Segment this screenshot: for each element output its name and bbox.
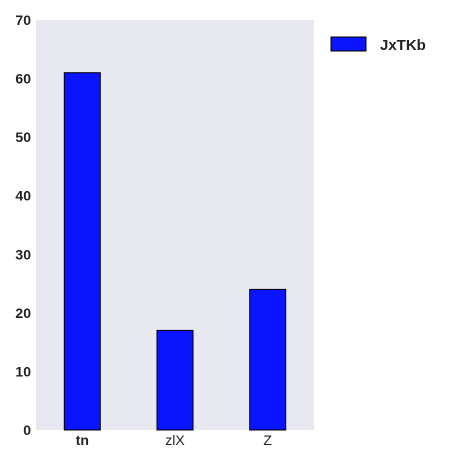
x-tick-label: Z xyxy=(263,432,272,448)
y-tick-label: 30 xyxy=(15,246,31,262)
x-axis-ticks: tn zlX Z xyxy=(76,432,273,448)
legend-swatch xyxy=(330,36,367,52)
y-axis-ticks: 0 10 20 30 40 50 60 70 xyxy=(15,12,31,438)
bar-tn xyxy=(63,72,101,431)
y-tick-label: 60 xyxy=(15,71,31,87)
y-tick-label: 50 xyxy=(15,129,31,145)
y-tick-label: 70 xyxy=(15,12,31,28)
y-tick-label: 20 xyxy=(15,305,31,321)
y-tick-label: 40 xyxy=(15,188,31,204)
y-tick-label: 0 xyxy=(23,422,31,438)
bar-zlX xyxy=(156,329,194,431)
legend-label: JxTKb xyxy=(380,37,426,54)
bar-Z xyxy=(249,288,287,431)
y-tick-label: 10 xyxy=(15,363,31,379)
x-tick-label: zlX xyxy=(165,432,185,448)
bars-group xyxy=(63,72,287,431)
legend: JxTKb xyxy=(330,36,426,54)
x-tick-label: tn xyxy=(76,432,89,448)
